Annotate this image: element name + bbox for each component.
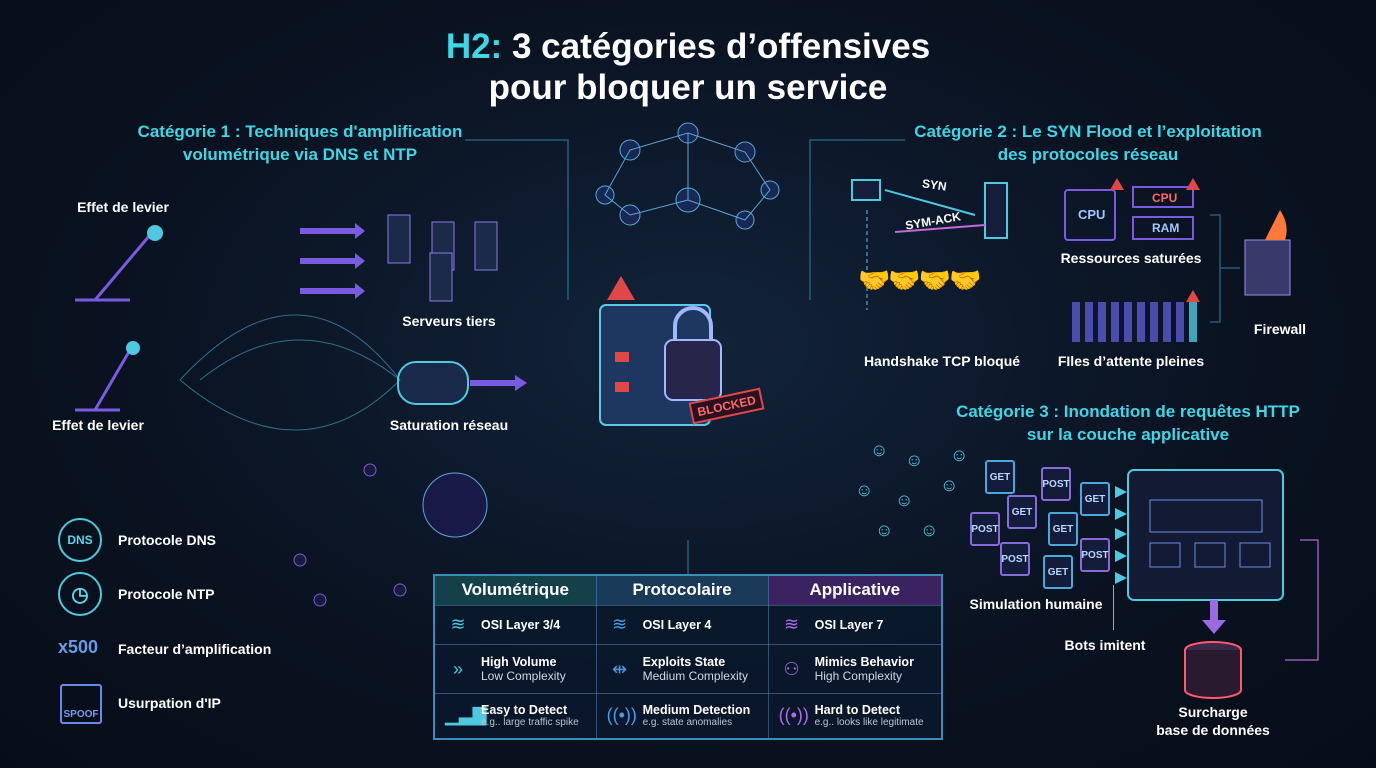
request-doc: POST	[970, 512, 1000, 546]
robot-icon: ☺	[905, 450, 924, 470]
servers-label: Serveurs tiers	[402, 313, 496, 329]
signal-icon: ((•))	[606, 705, 637, 726]
cell: High Volume	[481, 655, 557, 670]
robot-icon: ☺	[940, 475, 959, 495]
cell-sub: Low Complexity	[481, 669, 566, 684]
cell: Mimics Behavior	[814, 655, 914, 670]
request-doc: POST	[1000, 542, 1030, 576]
header-volumetrique: Volumétrique	[433, 574, 597, 606]
cell-sub: e.g.. looks like legitimate	[814, 717, 924, 729]
cell-sub: e.g. state anomalies	[642, 717, 733, 729]
amplification-x500-icon: x500	[58, 637, 99, 657]
divider	[1113, 585, 1114, 630]
table-header-row: Volumétrique Protocolaire Applicative	[433, 574, 943, 606]
legend-amplification: Facteur d’amplification	[118, 641, 272, 657]
request-doc: GET	[985, 460, 1015, 494]
legend-dns: Protocole DNS	[118, 532, 217, 548]
category-2-title: Catégorie 2 : Le SYN Flood et l’exploita…	[914, 122, 1262, 164]
layers-icon: ≋	[450, 614, 466, 635]
cell: Easy to Detect	[481, 703, 568, 718]
firewall-label: Firewall	[1253, 321, 1307, 337]
cpu-chip-icon: CPU	[1078, 207, 1106, 222]
robot-icon: ☺	[950, 445, 969, 465]
handshake-label: Handshake TCP bloqué	[863, 353, 1021, 369]
chevrons-icon: »	[452, 658, 463, 679]
title-line2: pour bloquer un service	[488, 68, 888, 107]
request-doc: POST	[1080, 538, 1110, 572]
spoof-icon: SPOOF	[60, 684, 102, 724]
clock-icon: ◷	[58, 572, 102, 616]
saturation-label: Saturation réseau	[389, 417, 509, 433]
bots-cluster: ☺ ☺ ☺ ☺ ☺ ☺ ☺ ☺	[850, 440, 990, 560]
legend-spoofing: Usurpation d'IP	[118, 695, 221, 711]
title-prefix: H2:	[445, 27, 503, 66]
collision-icon: ⇹	[612, 658, 628, 679]
header-protocolaire: Protocolaire	[595, 574, 769, 606]
ram-label: RAM	[1152, 221, 1180, 235]
request-doc: GET	[1043, 555, 1073, 589]
handshake-icons: 🤝🤝🤝🤝	[858, 265, 981, 295]
cell: Hard to Detect	[814, 703, 901, 718]
request-doc: POST	[1041, 467, 1071, 501]
header-applicative: Applicative	[767, 574, 943, 606]
cpu-module-label: CPU	[1152, 191, 1178, 205]
cell: Medium Detection	[642, 703, 751, 718]
signal-icon: ((•))	[778, 705, 809, 726]
request-doc: GET	[1048, 512, 1078, 546]
table-row: » High Volume Low Complexity ⇹ Exploits Sta…	[433, 644, 943, 694]
robot-icon: ☺	[895, 490, 914, 510]
user-icon: ⚇	[783, 658, 800, 679]
cell: OSI Layer 4	[642, 617, 712, 632]
robot-icon: ☺	[875, 520, 894, 540]
category-3-title: Catégorie 3 : Inondation de requêtes HTT…	[956, 402, 1300, 444]
table-row: ≋ OSI Layer 3/4 ≋ OSI Layer 4 ≋ OSI Layer 7	[433, 604, 943, 646]
category-1-title: Catégorie 1 : Techniques d'amplification…	[137, 122, 463, 164]
cell: Exploits State	[642, 655, 726, 670]
request-doc: GET	[1007, 495, 1037, 529]
robot-icon: ☺	[920, 520, 939, 540]
legend-ntp: Protocole NTP	[118, 586, 215, 602]
robot-icon: ☺	[855, 480, 874, 500]
dns-globe-icon: DNS	[58, 518, 102, 562]
db-overload-label: Surcharge base de données	[1156, 704, 1270, 738]
layers-icon: ≋	[612, 614, 628, 635]
cell-sub: e.g.. large traffic spike	[481, 717, 579, 729]
robot-icon: ☺	[870, 440, 889, 460]
cell: OSI Layer 7	[814, 617, 884, 632]
cell-sub: Medium Complexity	[642, 669, 748, 684]
cell-sub: High Complexity	[814, 669, 902, 684]
comparison-table: Volumétrique Protocolaire Applicative ≋ O…	[433, 574, 943, 740]
bar-chart-up-icon: ▁▃▇	[445, 705, 487, 726]
layers-icon: ≋	[784, 614, 800, 635]
queues-label: FIles d’attente pleines	[1057, 353, 1205, 369]
cell: OSI Layer 3/4	[481, 617, 561, 632]
lever-label-top: Effet de levier	[77, 199, 169, 215]
lever-label-bottom: Effet de levier	[52, 417, 144, 433]
resources-label: Ressources saturées	[1060, 250, 1202, 266]
page-title: H2: 3 catégories d’offensives pour bloque…	[0, 26, 1376, 108]
table-row: ▁▃▇ Easy to Detect e.g.. large traffic spi…	[433, 692, 943, 740]
simulation-label: Simulation humaine	[969, 596, 1103, 612]
bots-label: Bots imitent	[1064, 637, 1146, 653]
title-line1: 3 catégories d’offensives	[511, 27, 931, 66]
request-doc: GET	[1080, 482, 1110, 516]
